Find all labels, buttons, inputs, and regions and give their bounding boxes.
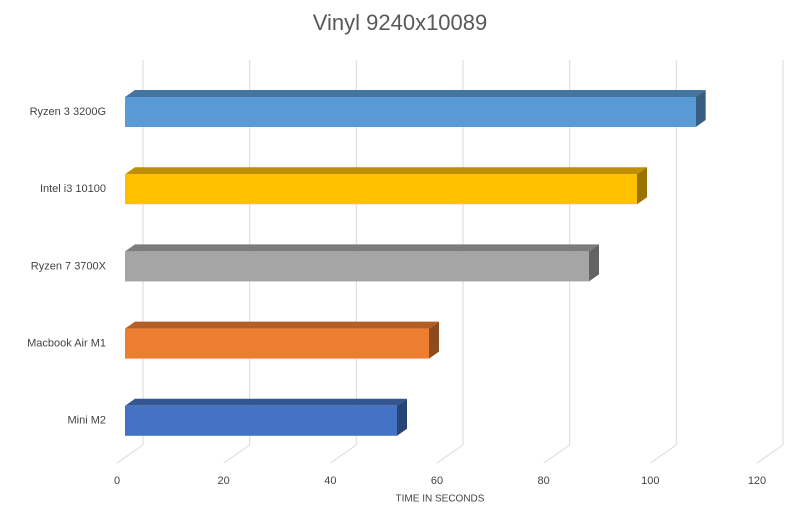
bar-side [429,321,439,359]
bar-side [637,167,647,205]
floor-line [330,444,357,464]
bar-top [125,244,599,252]
bar-side [397,398,407,436]
x-tick-label: 100 [641,475,659,487]
bar [125,328,429,359]
x-tick-label: 120 [748,475,766,487]
y-tick-label: Intel i3 10100 [40,183,106,195]
bar [125,405,397,436]
bar-top [125,398,407,406]
bar-top [125,167,647,175]
x-tick-label: 0 [114,475,120,487]
floor-line [650,444,677,464]
bar-top [125,321,439,329]
bar [125,174,637,205]
bar [125,97,696,127]
x-axis-label: TIME IN SECONDS [396,494,485,505]
x-tick-label: 80 [538,475,550,487]
bar-side [589,244,599,282]
floor-line [116,444,144,464]
floor-line [756,444,784,464]
y-tick-label: Mini M2 [67,415,106,427]
y-tick-label: Ryzen 3 3200G [30,106,106,118]
chart-title: Vinyl 9240x10089 [313,10,488,35]
y-tick-label: Ryzen 7 3700X [31,260,107,272]
x-tick-label: 60 [431,475,443,487]
y-tick-label: Macbook Air M1 [27,338,106,350]
bar-top [125,90,706,97]
floor-line [223,444,250,464]
bar-side [695,90,706,127]
floor-line [436,444,464,464]
x-tick-label: 20 [218,475,230,487]
x-tick-label: 40 [324,475,336,487]
bar [125,251,589,282]
floor-line [543,444,570,464]
